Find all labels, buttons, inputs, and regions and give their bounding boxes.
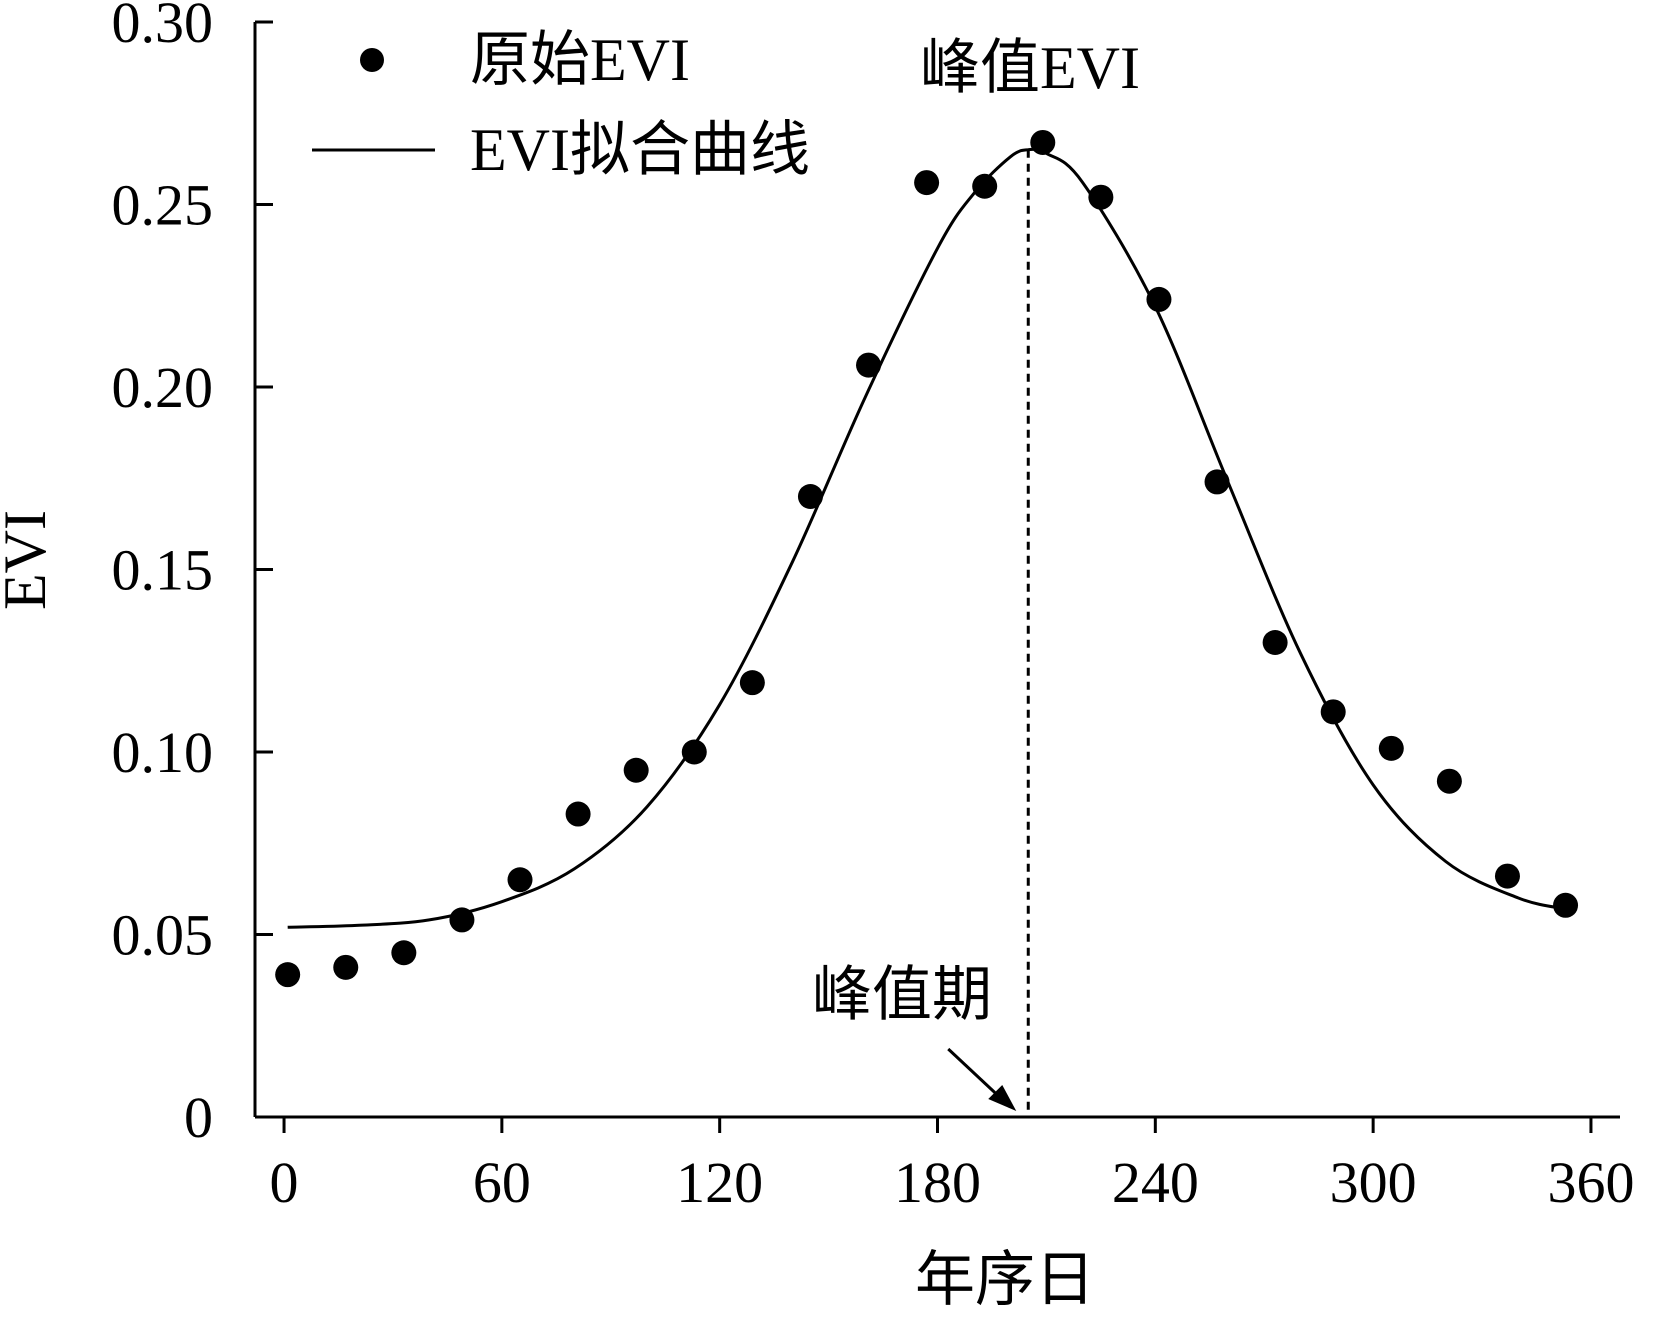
annotation-layer xyxy=(947,149,1030,1117)
raw-evi-point xyxy=(1436,768,1462,794)
x-axis-title: 年序日 xyxy=(915,1247,1095,1313)
raw-evi-point xyxy=(972,173,998,199)
x-tick-label: 60 xyxy=(473,1150,531,1215)
ticks: 0 60 120 180 240 300 360 0 0.05 0.10 0.15 0.20 0.25 0… xyxy=(112,0,1635,1215)
x-tick-label: 180 xyxy=(894,1150,981,1215)
raw-evi-point xyxy=(333,954,359,980)
legend-marker-raw xyxy=(360,48,384,72)
peak-period-arrowhead xyxy=(988,1085,1017,1111)
peak-period-label: 峰值期 xyxy=(812,962,992,1028)
raw-evi-point xyxy=(914,170,940,196)
raw-evi-point xyxy=(1088,184,1114,210)
raw-evi-point xyxy=(275,962,301,988)
raw-evi-point xyxy=(797,484,823,509)
y-tick-label: 0.25 xyxy=(112,173,214,238)
legend-label-fit: EVI拟合曲线 xyxy=(470,117,810,183)
raw-evi-point xyxy=(1262,630,1288,655)
y-axis-title: EVI xyxy=(0,510,58,610)
x-tick-label: 240 xyxy=(1112,1150,1199,1215)
raw-evi-point xyxy=(1146,286,1172,312)
legend-label-raw: 原始EVI xyxy=(470,27,690,93)
x-tick-label: 120 xyxy=(676,1150,763,1215)
raw-evi-point xyxy=(1494,863,1520,889)
raw-evi-point xyxy=(391,940,417,966)
raw-evi-point xyxy=(681,739,707,765)
raw-evi-point xyxy=(1378,735,1404,761)
raw-evi-point xyxy=(623,757,649,783)
x-tick-label: 0 xyxy=(270,1150,299,1215)
y-tick-label: 0.20 xyxy=(112,355,214,420)
raw-evi-point xyxy=(507,867,533,893)
y-tick-label: 0.30 xyxy=(112,0,214,55)
raw-evi-point xyxy=(739,670,765,696)
fit-curve-layer xyxy=(287,147,1566,929)
x-tick-label: 300 xyxy=(1330,1150,1417,1215)
raw-evi-point xyxy=(1204,469,1230,495)
raw-evi-point xyxy=(1553,892,1579,918)
raw-evi-point xyxy=(1030,129,1056,155)
raw-evi-point xyxy=(856,352,882,378)
raw-evi-point xyxy=(1320,699,1346,725)
y-tick-label: 0.10 xyxy=(112,720,214,785)
raw-evi-point xyxy=(449,907,475,933)
peak-evi-label: 峰值EVI xyxy=(920,35,1140,101)
y-tick-label: 0.05 xyxy=(112,903,214,968)
x-tick-label: 360 xyxy=(1547,1150,1634,1215)
raw-evi-point xyxy=(565,801,591,827)
y-tick-label: 0.15 xyxy=(112,538,214,603)
y-tick-label: 0 xyxy=(184,1085,213,1150)
raw-points-layer xyxy=(275,129,1579,988)
legend: 原始EVI EVI拟合曲线 xyxy=(312,27,810,183)
evi-fit-curve xyxy=(287,147,1566,929)
